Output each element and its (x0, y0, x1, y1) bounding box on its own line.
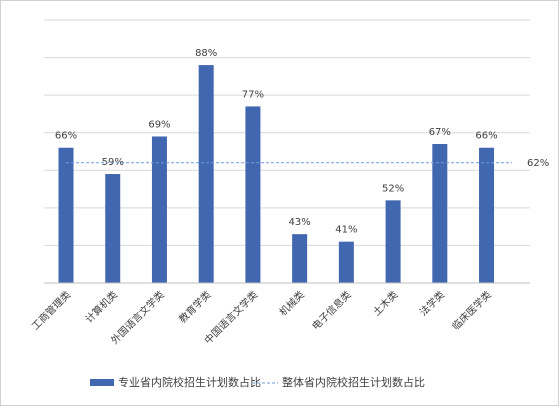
data-label: 41% (335, 225, 357, 236)
bar (385, 200, 401, 283)
bar (245, 106, 261, 284)
bar (151, 136, 167, 283)
data-label: 88% (195, 48, 217, 59)
data-label: 66% (475, 131, 497, 142)
legend-label: 整体省内院校招生计划数占比 (282, 375, 425, 389)
bar (58, 147, 74, 283)
bar (338, 241, 354, 283)
reference-label: 62% (527, 158, 549, 169)
bar (432, 143, 448, 283)
data-label: 52% (382, 183, 404, 194)
data-label: 67% (429, 127, 451, 138)
bar (198, 65, 214, 283)
bar (292, 234, 308, 283)
data-label: 43% (289, 217, 311, 228)
bar (479, 147, 495, 283)
bar (105, 174, 121, 283)
legend-label: 专业省内院校招生计划数占比 (118, 375, 261, 389)
legend-swatch (90, 379, 114, 386)
data-label: 77% (242, 89, 264, 100)
data-label: 66% (55, 131, 77, 142)
data-label: 69% (148, 119, 170, 130)
